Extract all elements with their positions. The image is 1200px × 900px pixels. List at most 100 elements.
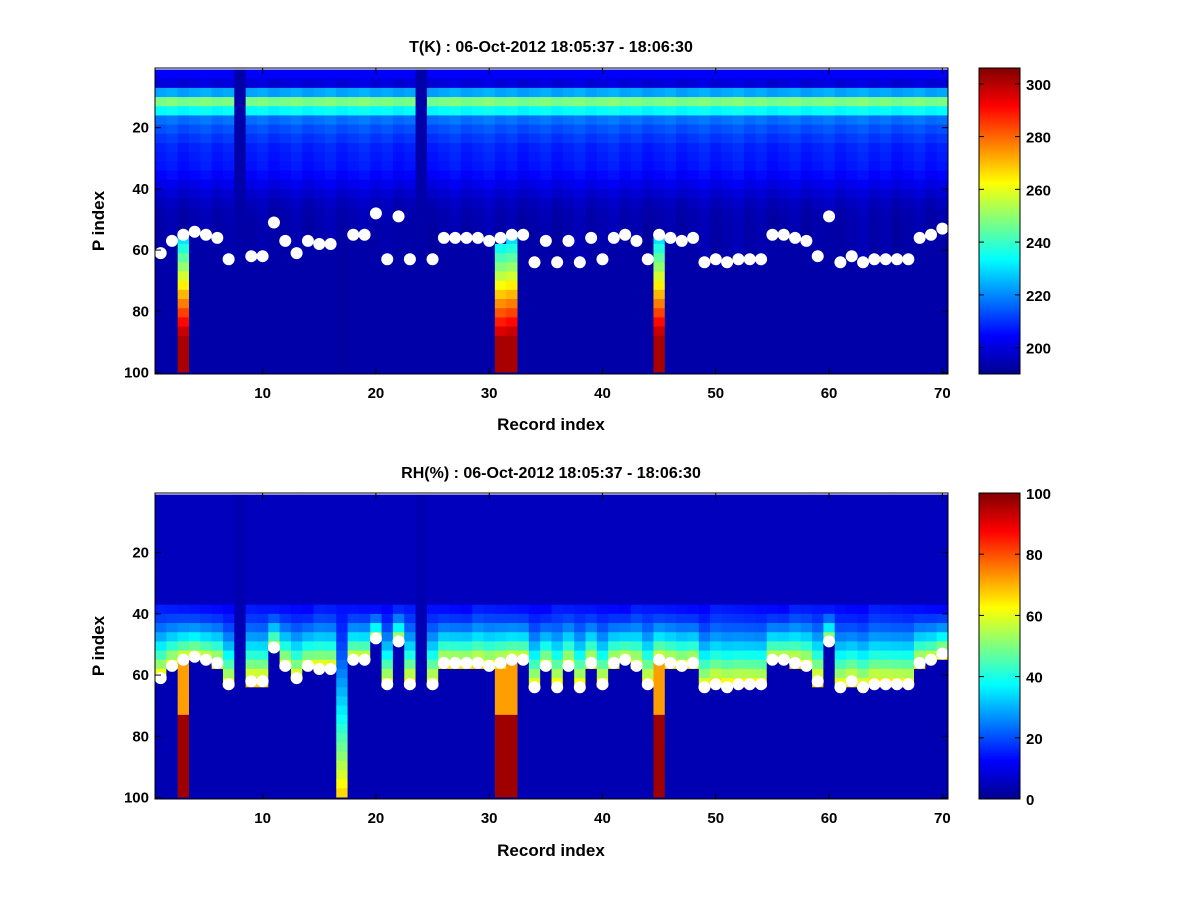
heatmap-cell bbox=[268, 97, 281, 107]
heatmap-cell bbox=[902, 696, 915, 707]
heatmap-cell bbox=[744, 335, 757, 346]
heatmap-cell bbox=[823, 344, 836, 355]
surface-marker bbox=[313, 237, 326, 250]
heatmap-cell bbox=[766, 623, 779, 633]
heatmap-cell bbox=[880, 494, 892, 505]
heatmap-cell bbox=[664, 586, 677, 597]
heatmap-cell bbox=[630, 724, 643, 734]
heatmap-cell bbox=[857, 567, 870, 578]
heatmap-cell bbox=[766, 604, 779, 615]
heatmap-cell bbox=[585, 271, 598, 282]
heatmap-cell bbox=[279, 503, 292, 514]
heatmap-cell bbox=[596, 751, 609, 762]
heatmap-cell bbox=[426, 760, 439, 771]
heatmap-cell bbox=[710, 198, 723, 208]
heatmap-cell bbox=[732, 106, 745, 117]
heatmap-cell bbox=[166, 540, 179, 551]
heatmap-cell bbox=[585, 253, 598, 263]
heatmap-cell bbox=[245, 243, 258, 254]
heatmap-cell bbox=[766, 797, 779, 799]
heatmap-cell bbox=[800, 271, 813, 282]
heatmap-cell bbox=[358, 540, 371, 551]
heatmap-cell bbox=[188, 494, 201, 505]
heatmap-cell bbox=[562, 788, 575, 799]
heatmap-cell bbox=[155, 234, 167, 245]
heatmap-cell bbox=[721, 668, 734, 679]
heatmap-cell bbox=[710, 188, 723, 199]
heatmap-cell bbox=[200, 262, 213, 273]
heatmap-cell bbox=[404, 78, 417, 89]
heatmap-cell bbox=[551, 124, 564, 135]
heatmap-cell bbox=[800, 632, 813, 643]
heatmap-cell bbox=[778, 161, 790, 172]
heatmap-cell bbox=[336, 705, 349, 716]
heatmap-cell bbox=[642, 152, 655, 162]
heatmap-cell bbox=[925, 87, 938, 98]
heatmap-cell bbox=[891, 733, 904, 743]
heatmap-cell bbox=[834, 243, 847, 254]
surface-marker bbox=[426, 678, 439, 691]
heatmap-cell bbox=[415, 650, 428, 661]
heatmap-cell bbox=[642, 106, 655, 117]
heatmap-cell bbox=[891, 659, 904, 670]
heatmap-cell bbox=[812, 289, 824, 300]
heatmap-cell bbox=[472, 558, 485, 569]
heatmap-cell bbox=[472, 198, 485, 208]
heatmap-cell bbox=[812, 705, 824, 716]
x-tick-label: 70 bbox=[934, 385, 951, 402]
heatmap-cell bbox=[268, 751, 281, 762]
heatmap-cell bbox=[528, 641, 541, 652]
heatmap-cell bbox=[211, 760, 224, 771]
heatmap-cell bbox=[914, 494, 926, 505]
heatmap-cell bbox=[268, 289, 281, 300]
heatmap-cell bbox=[404, 696, 417, 707]
heatmap-cell bbox=[358, 317, 371, 328]
heatmap-cell bbox=[925, 531, 938, 542]
heatmap-cell bbox=[914, 769, 926, 780]
heatmap-cell bbox=[868, 317, 881, 328]
heatmap-cell bbox=[415, 604, 428, 615]
heatmap-cell bbox=[721, 299, 734, 309]
heatmap-cell bbox=[279, 161, 292, 172]
heatmap-cell bbox=[279, 668, 292, 679]
heatmap-cell bbox=[222, 779, 235, 789]
heatmap-cell bbox=[336, 641, 349, 652]
heatmap-cell bbox=[800, 207, 813, 218]
heatmap-cell bbox=[732, 779, 745, 789]
heatmap-cell bbox=[619, 494, 632, 505]
heatmap-cell bbox=[698, 289, 711, 300]
heatmap-cell bbox=[868, 522, 881, 532]
heatmap-cell bbox=[188, 335, 201, 346]
heatmap-cell bbox=[166, 289, 179, 300]
heatmap-cell bbox=[415, 87, 428, 98]
heatmap-cell bbox=[449, 567, 462, 578]
heatmap-cell bbox=[732, 751, 745, 762]
heatmap-cell bbox=[188, 779, 201, 789]
heatmap-cell bbox=[290, 696, 303, 707]
heatmap-cell bbox=[381, 632, 394, 643]
heatmap-cell bbox=[426, 87, 439, 98]
heatmap-cell bbox=[766, 170, 779, 181]
heatmap-cell bbox=[914, 531, 926, 542]
heatmap-cell bbox=[608, 714, 621, 725]
heatmap-cell bbox=[653, 262, 666, 273]
heatmap-cell bbox=[302, 161, 315, 172]
heatmap-cell bbox=[211, 705, 224, 716]
heatmap-cell bbox=[902, 299, 915, 309]
heatmap-cell bbox=[846, 271, 858, 282]
x-tick-label: 10 bbox=[254, 810, 271, 827]
heatmap-cell bbox=[642, 133, 655, 144]
surface-marker bbox=[347, 653, 360, 666]
heatmap-cell bbox=[540, 106, 553, 117]
heatmap-cell bbox=[562, 494, 575, 505]
heatmap-cell bbox=[268, 253, 281, 263]
heatmap-cell bbox=[619, 216, 632, 227]
heatmap-cell bbox=[800, 522, 813, 532]
heatmap-cell bbox=[846, 687, 858, 698]
heatmap-cell bbox=[608, 641, 621, 652]
heatmap-cell bbox=[449, 668, 462, 679]
heatmap-cell bbox=[880, 179, 892, 190]
heatmap-cell bbox=[812, 549, 824, 560]
heatmap-cell bbox=[528, 344, 541, 355]
heatmap-cell bbox=[290, 632, 303, 643]
